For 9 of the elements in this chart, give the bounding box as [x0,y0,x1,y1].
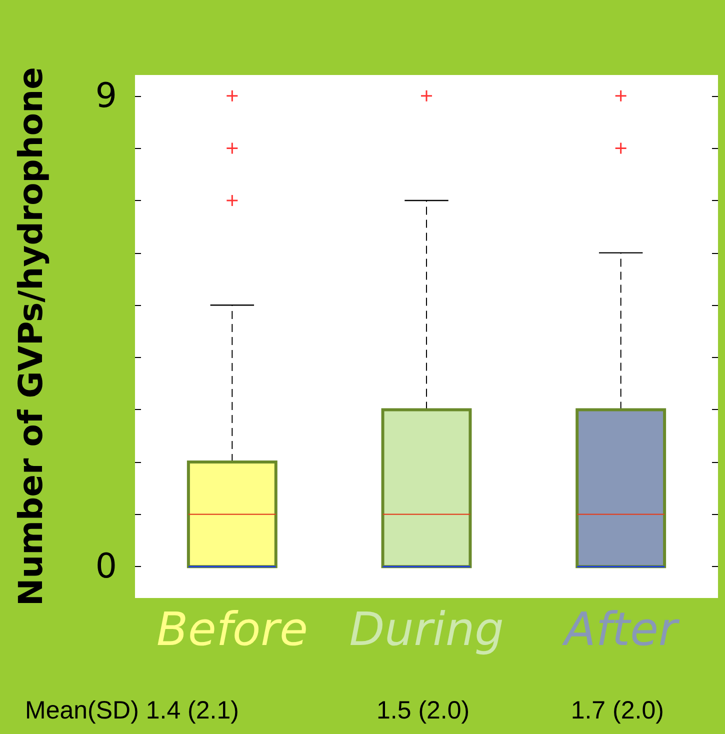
text: Mean(SD) 1.4 (2.1) [25,696,239,724]
y-axis-title: Number of GVPs/hydrophone [11,67,50,606]
text: 1.5 (2.0) [376,696,470,724]
y-tick-label: 0 [95,546,117,587]
x-tick-label: After [561,602,680,656]
text: 1.7 (2.0) [570,696,664,724]
x-tick-label: Before [156,602,308,656]
y-tick-label: 9 [95,76,117,116]
x-tick-label: During [349,602,504,656]
